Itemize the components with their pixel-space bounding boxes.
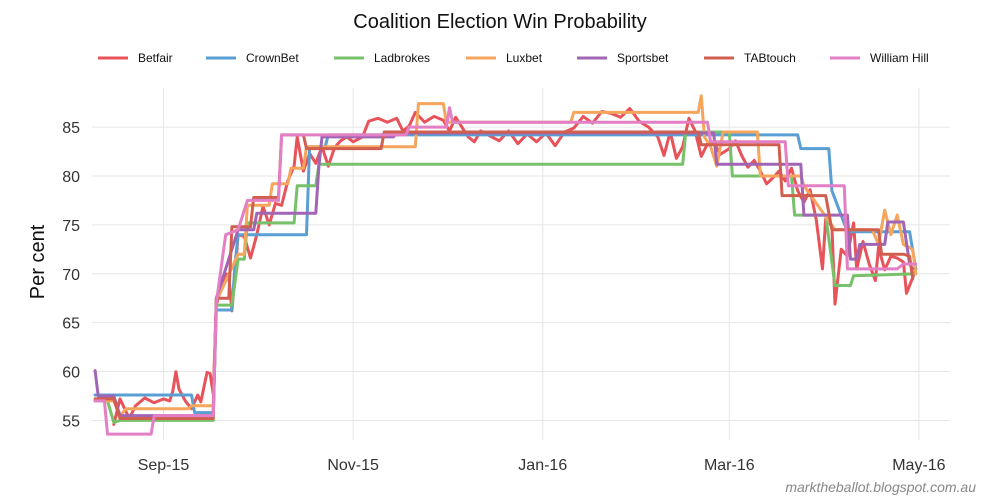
y-tick-label: 75	[62, 218, 80, 235]
y-tick-label: 85	[62, 120, 80, 137]
series-line-luxbet	[93, 94, 918, 418]
source-credit: marktheballot.blogspot.com.au	[785, 479, 976, 495]
series-line-william-hill	[93, 106, 918, 436]
series-line-crownbet	[93, 133, 918, 415]
legend-label: TABtouch	[744, 51, 796, 65]
x-tick-label: Jan-16	[518, 457, 567, 474]
legend-label: Ladbrokes	[374, 51, 430, 65]
legend-item: Ladbrokes	[334, 51, 430, 65]
legend: Betfair CrownBet Ladbrokes Luxbet Sportsbet T…	[98, 51, 929, 65]
x-tick-label: May-16	[892, 457, 945, 474]
y-axis-ticks: 55 60 65 70 75 80 85	[62, 120, 80, 430]
legend-label: CrownBet	[246, 51, 299, 65]
legend-item: CrownBet	[206, 51, 299, 65]
legend-item: TABtouch	[704, 51, 796, 65]
y-tick-label: 70	[62, 267, 80, 284]
legend-label: Betfair	[138, 51, 173, 65]
y-tick-label: 60	[62, 365, 80, 382]
y-tick-label: 80	[62, 169, 80, 186]
x-axis-ticks: Sep-15 Nov-15 Jan-16 Mar-16 May-16	[138, 457, 946, 474]
legend-label: Luxbet	[506, 51, 543, 65]
x-tick-label: Sep-15	[138, 457, 190, 474]
legend-label: Sportsbet	[617, 51, 669, 65]
x-tick-label: Nov-15	[327, 457, 379, 474]
y-tick-label: 55	[62, 413, 80, 430]
legend-item: Luxbet	[466, 51, 543, 65]
legend-item: Betfair	[98, 51, 173, 65]
y-tick-label: 65	[62, 316, 80, 333]
chart-title: Coalition Election Win Probability	[353, 11, 646, 33]
legend-item: Sportsbet	[577, 51, 669, 65]
series-layer	[93, 94, 918, 436]
legend-item: William Hill	[830, 51, 929, 65]
x-tick-label: Mar-16	[704, 457, 755, 474]
legend-label: William Hill	[870, 51, 929, 65]
y-axis-label: Per cent	[27, 224, 49, 299]
